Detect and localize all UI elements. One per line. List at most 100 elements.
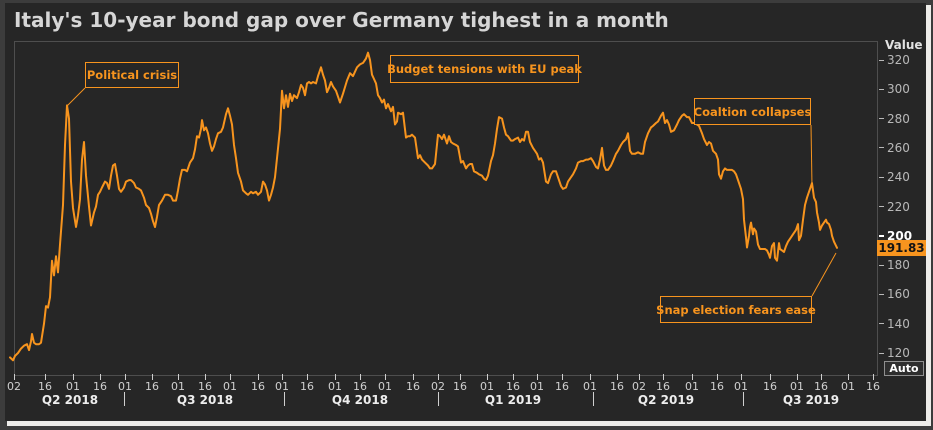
window-border-right [926,5,931,426]
x-axis-tick-mark [487,374,488,380]
y-axis-tick-mark [879,323,884,325]
x-axis-tick-mark [205,374,206,380]
x-axis-tick-label: 16 [453,380,467,393]
y-axis-tick-label: 120 [887,346,910,360]
y-axis-tick-mark [879,176,884,178]
x-axis-tick-label: 16 [198,380,212,393]
x-axis-tick-mark [848,374,849,380]
x-axis-tick-label: 16 [38,380,52,393]
x-axis-tick-label: 01 [530,380,544,393]
y-axis-tick-label: 160 [887,287,910,302]
plot-area[interactable] [14,41,878,376]
x-axis-tick-mark [45,374,46,380]
x-axis-tick-mark [513,374,514,380]
x-axis-tick-label: 01 [685,380,699,393]
x-axis-tick-mark [413,374,414,380]
last-price-label: 191.83 [877,239,926,256]
y-axis-tick-label: 320 [887,53,910,67]
x-axis-tick-label: 01 [841,380,855,393]
annotation-coalition-collapses[interactable]: Coaltion collapses [694,98,811,125]
x-axis-tick-mark [307,374,308,380]
x-axis-quarter-separator [124,392,125,406]
x-axis-tick-label: 16 [610,380,624,393]
x-axis-tick-mark [692,374,693,380]
x-axis-tick-label: 16 [353,380,367,393]
x-axis-tick-label: 16 [251,380,265,393]
x-axis-tick-label: 16 [300,380,314,393]
x-axis-tick-label: 16 [866,380,880,393]
x-axis-tick-mark [590,374,591,380]
x-axis-tick-label: 02 [632,380,646,393]
x-axis-quarter-separator [284,392,285,406]
x-axis-tick-label: 16 [555,380,569,393]
x-axis-tick-mark [282,374,283,380]
x-axis-tick-mark [562,374,563,380]
x-axis-tick-mark [741,374,742,380]
y-axis-tick-label: 200 [887,228,913,243]
y-axis-tick-label: 280 [887,111,910,126]
y-axis-tick-mark [879,118,884,120]
x-axis-quarter-label: Q1 2019 [484,393,542,407]
x-axis-tick-label: 01 [790,380,804,393]
x-axis-tick-label: 01 [275,380,289,393]
x-axis-tick-label: 01 [66,380,80,393]
x-axis-quarter-label: Q2 2019 [637,393,695,407]
x-axis-quarter-separator [743,392,744,406]
annotation-snap-election-fears-ease[interactable]: Snap election fears ease [656,296,816,323]
x-axis-tick-mark [360,374,361,380]
y-axis-tick-mark [879,352,884,354]
x-axis-tick-mark [537,374,538,380]
annotation-political-crisis[interactable]: Political crisis [85,62,179,88]
x-axis-quarter-separator [438,392,439,406]
x-axis-tick-label: 01 [480,380,494,393]
y-axis-tick-mark [879,293,884,295]
x-axis-tick-label: 16 [656,380,670,393]
x-axis-tick-mark [125,374,126,380]
x-axis-tick-mark [385,374,386,380]
x-axis-tick-mark [639,374,640,380]
x-axis-tick-mark [663,374,664,380]
x-axis-tick-label: 16 [406,380,420,393]
x-axis-quarter-separator [593,392,594,406]
x-axis-tick-mark [230,374,231,380]
x-axis-quarter-label: Q3 2019 [782,393,840,407]
x-axis-tick-mark [152,374,153,380]
x-axis-tick-label: 16 [93,380,107,393]
x-axis-tick-label: 16 [710,380,724,393]
x-axis-tick-mark [717,374,718,380]
chart-title: Italy's 10-year bond gap over Germany ti… [14,8,669,32]
x-axis-tick-mark [438,374,439,380]
x-axis-quarter-label: Q4 2018 [331,393,389,407]
y-axis-tick-label: 300 [887,82,910,97]
y-axis-tick-mark [879,206,884,207]
x-axis-tick-mark [258,374,259,380]
x-axis-tick-mark [797,374,798,380]
y-axis-tick-label: 240 [887,170,910,185]
x-axis-tick-label: 16 [506,380,520,393]
x-axis-tick-mark [178,374,179,380]
auto-scale-button[interactable]: Auto [884,361,924,376]
x-axis-tick-mark [821,374,822,380]
x-axis-tick-mark [873,374,874,380]
x-axis-tick-label: 01 [118,380,132,393]
x-axis-tick-mark [460,374,461,380]
y-axis-tick-mark [879,147,884,149]
x-axis-tick-label: 01 [734,380,748,393]
x-axis-tick-mark [617,374,618,380]
x-axis-quarter-label: Q3 2018 [176,393,234,407]
window-border-bottom [7,421,931,426]
x-axis-tick-label: 16 [814,380,828,393]
x-axis-tick-label: 02 [7,380,21,393]
y-axis-tick-mark [879,235,884,238]
x-axis-tick-mark [14,374,15,380]
y-axis-title: Value [885,38,923,52]
x-axis-tick-mark [770,374,771,380]
annotation-budget-tensions[interactable]: Budget tensions with EU peak [387,55,582,83]
x-axis-tick-label: 02 [431,380,445,393]
x-axis-tick-label: 01 [171,380,185,393]
x-axis-tick-mark [73,374,74,380]
x-axis-tick-mark [335,374,336,380]
x-axis-tick-label: 16 [763,380,777,393]
y-axis-tick-mark [879,59,884,61]
